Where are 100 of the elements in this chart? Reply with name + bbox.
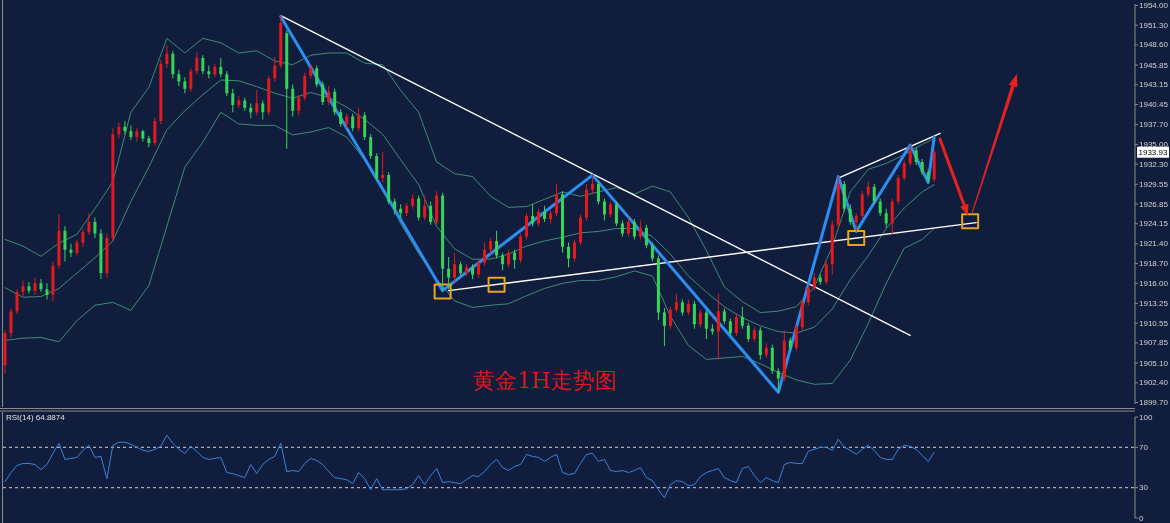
- candlestick: [932, 149, 936, 182]
- y-tick-label: 1913.25: [1139, 298, 1169, 308]
- candlestick: [477, 259, 481, 278]
- candlestick: [620, 220, 624, 237]
- candlestick: [531, 204, 535, 227]
- candlestick: [561, 191, 565, 253]
- candlestick: [459, 261, 463, 277]
- candlestick: [105, 233, 109, 278]
- candlestick: [111, 128, 115, 241]
- candlestick: [147, 135, 151, 148]
- candlestick: [489, 238, 493, 255]
- candlestick: [237, 96, 241, 108]
- candlestick: [806, 284, 810, 306]
- candlestick: [776, 368, 780, 393]
- candlestick: [183, 77, 187, 94]
- candlestick: [99, 229, 103, 279]
- candlestick: [75, 239, 79, 256]
- y-tick-label: 1943.15: [1139, 80, 1169, 90]
- candlestick: [333, 88, 337, 116]
- candlestick: [267, 75, 271, 116]
- candlestick: [483, 242, 487, 266]
- candlestick: [195, 52, 199, 75]
- candlestick: [614, 201, 618, 227]
- candlestick: [920, 159, 924, 176]
- candlestick: [836, 176, 840, 228]
- point: [961, 213, 980, 230]
- y-tick-label: 1926.85: [1139, 199, 1169, 209]
- candlestick: [189, 68, 193, 92]
- candlestick: [447, 257, 451, 290]
- y-tick-label: 1899.70: [1139, 398, 1169, 408]
- candlestick: [81, 229, 85, 247]
- candlestick: [141, 129, 145, 142]
- candlestick: [495, 230, 499, 259]
- candlestick: [315, 65, 319, 88]
- chart-title: RSI(14) 64.8874: [6, 412, 66, 422]
- candlestick: [788, 337, 792, 351]
- candlestick: [177, 69, 181, 86]
- candlestick: [231, 88, 235, 113]
- candlestick: [764, 343, 768, 358]
- candlestick: [710, 324, 714, 335]
- candlestick: [405, 202, 409, 217]
- candlestick: [578, 214, 582, 246]
- candlestick: [345, 113, 349, 129]
- candlestick: [507, 249, 511, 268]
- candlestick: [555, 183, 559, 217]
- candlestick: [572, 239, 576, 262]
- candlestick: [818, 274, 822, 285]
- candlestick: [926, 169, 930, 184]
- candlestick: [584, 183, 588, 221]
- candlestick: [884, 208, 888, 228]
- candlestick: [411, 194, 415, 209]
- candlestick: [626, 217, 630, 237]
- candlestick: [860, 191, 864, 219]
- candlestick: [830, 220, 834, 275]
- candlestick: [848, 204, 852, 225]
- candlestick: [914, 147, 918, 165]
- y-tick-label: 30: [1139, 483, 1149, 493]
- candlestick: [770, 344, 774, 375]
- candlestick: [393, 198, 397, 215]
- y-tick-label: 0: [1139, 513, 1144, 523]
- candlestick: [513, 249, 517, 269]
- candlestick: [129, 125, 133, 141]
- candlestick: [632, 218, 636, 240]
- candlestick: [686, 299, 690, 316]
- candlestick: [387, 172, 391, 205]
- candlestick: [740, 306, 744, 329]
- candlestick: [363, 112, 367, 141]
- candlestick: [369, 134, 373, 160]
- candlestick: [381, 151, 385, 183]
- candlestick: [758, 327, 762, 360]
- y-tick-label: 1954.00: [1139, 0, 1169, 10]
- candlestick: [291, 84, 295, 117]
- candlestick: [896, 175, 900, 205]
- candlestick: [465, 264, 469, 277]
- y-tick-label: 1951.30: [1139, 20, 1169, 30]
- y-tick-label: 1932.30: [1139, 159, 1169, 169]
- y-tick-label: 1937.70: [1139, 120, 1169, 130]
- y-tick-label: 1916.00: [1139, 278, 1169, 288]
- candlestick: [656, 255, 660, 320]
- candlestick: [249, 103, 253, 119]
- candlestick: [590, 175, 594, 195]
- candlestick: [33, 277, 37, 296]
- candlestick: [662, 308, 666, 347]
- candlestick: [519, 233, 523, 263]
- candlestick: [692, 300, 696, 329]
- candlestick: [567, 242, 570, 268]
- y-tick-label: 1935.00: [1139, 139, 1169, 149]
- candlestick: [471, 264, 475, 279]
- candlestick: [537, 208, 541, 227]
- candlestick: [159, 59, 163, 124]
- candlestick: [297, 94, 301, 116]
- candlestick: [243, 97, 247, 111]
- y-tick-label: 1924.15: [1139, 219, 1169, 229]
- point: [487, 276, 506, 293]
- candlestick: [39, 278, 43, 293]
- candlestick: [800, 299, 804, 331]
- candlestick: [357, 107, 361, 132]
- candlestick: [441, 192, 445, 291]
- candlestick: [680, 299, 684, 316]
- candlestick: [728, 318, 732, 336]
